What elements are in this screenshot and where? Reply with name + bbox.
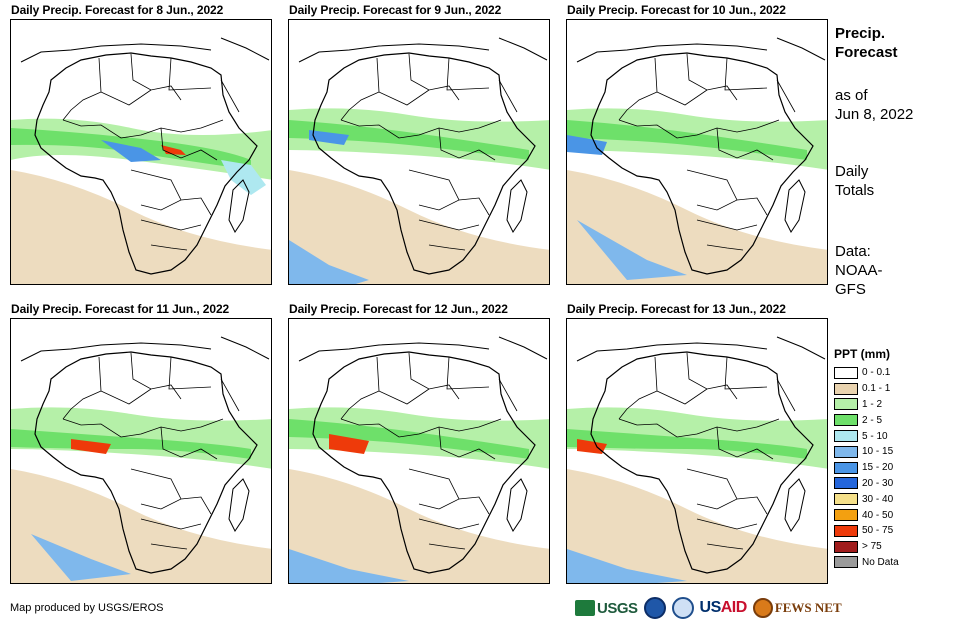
legend-item: 0.1 - 1 xyxy=(834,381,954,397)
panel-title: Daily Precip. Forecast for 12 Jun., 2022 xyxy=(289,302,508,316)
sidebar-totals-line1: Daily xyxy=(835,163,869,180)
legend-item: 20 - 30 xyxy=(834,476,954,492)
fewsnet-logo: FEWS NET xyxy=(752,598,842,618)
legend-item: 50 - 75 xyxy=(834,523,954,539)
map-credit: Map produced by USGS/EROS xyxy=(10,602,164,614)
usgs-logo: USGS xyxy=(575,600,638,617)
panel-title: Daily Precip. Forecast for 8 Jun., 2022 xyxy=(11,3,224,17)
legend-label: 20 - 30 xyxy=(862,477,894,489)
panel-title: Daily Precip. Forecast for 11 Jun., 2022 xyxy=(11,302,230,316)
precip-map xyxy=(566,318,828,584)
forecast-panel-5: Daily Precip. Forecast for 12 Jun., 2022 xyxy=(288,302,550,584)
sidebar-data-line3: GFS xyxy=(835,281,866,298)
legend-rows: 0 - 0.1 0.1 - 1 1 - 2 2 - 5 5 - 10 10 - 15 15 … xyxy=(834,365,954,570)
legend-item: No Data xyxy=(834,555,954,571)
sidebar-title: Precip. Forecast xyxy=(835,24,898,62)
precip-map xyxy=(288,19,550,285)
doi-seal-icon xyxy=(671,597,694,619)
legend-item: 1 - 2 xyxy=(834,397,954,413)
legend-swatch xyxy=(834,524,858,537)
legend-label: 10 - 15 xyxy=(862,446,894,458)
sidebar-title-line2: Forecast xyxy=(835,44,898,61)
legend-item: 5 - 10 xyxy=(834,428,954,444)
panel-title: Daily Precip. Forecast for 13 Jun., 2022 xyxy=(567,302,786,316)
sidebar-totals-line2: Totals xyxy=(835,182,875,199)
sidebar-data-source: Data: NOAA- GFS xyxy=(835,242,883,299)
legend: PPT (mm) 0 - 0.1 0.1 - 1 1 - 2 2 - 5 5 - 10 1… xyxy=(834,347,954,570)
legend-swatch xyxy=(834,556,858,569)
usgs-mark-icon xyxy=(575,600,595,616)
precip-map xyxy=(10,318,272,584)
usaid-logo: USAID xyxy=(699,599,748,617)
forecast-panel-3: Daily Precip. Forecast for 10 Jun., 2022 xyxy=(566,3,828,285)
noaa-seal-icon xyxy=(643,597,666,619)
sidebar-title-line1: Precip. xyxy=(835,25,886,42)
legend-swatch xyxy=(834,461,858,474)
legend-title: PPT (mm) xyxy=(834,347,891,361)
legend-label: 0.1 - 1 xyxy=(862,383,891,395)
usgs-wordmark: USGS xyxy=(597,599,638,617)
panel-title: Daily Precip. Forecast for 10 Jun., 2022 xyxy=(567,3,786,17)
legend-label: 40 - 50 xyxy=(862,509,894,521)
fewsnet-mark-icon xyxy=(752,598,773,618)
legend-item: 15 - 20 xyxy=(834,460,954,476)
legend-label: 2 - 5 xyxy=(862,414,883,426)
sidebar-asof-line1: as of xyxy=(835,87,868,104)
forecast-panel-1: Daily Precip. Forecast for 8 Jun., 2022 xyxy=(10,3,272,285)
usaid-us: US xyxy=(699,599,722,616)
sidebar-data-line1: Data: xyxy=(835,243,871,260)
legend-label: 30 - 40 xyxy=(862,493,894,505)
legend-item: 0 - 0.1 xyxy=(834,365,954,381)
legend-label: 1 - 2 xyxy=(862,398,883,410)
legend-swatch xyxy=(834,430,858,443)
sidebar-asof-line2: Jun 8, 2022 xyxy=(835,106,914,123)
legend-swatch xyxy=(834,366,858,379)
legend-item: 30 - 40 xyxy=(834,491,954,507)
usaid-aid: AID xyxy=(720,599,748,616)
legend-swatch xyxy=(834,493,858,506)
legend-swatch xyxy=(834,540,858,553)
legend-label: 15 - 20 xyxy=(862,462,894,474)
legend-swatch xyxy=(834,382,858,395)
legend-label: 50 - 75 xyxy=(862,525,894,537)
legend-item: 10 - 15 xyxy=(834,444,954,460)
legend-label: 0 - 0.1 xyxy=(862,367,891,379)
legend-swatch xyxy=(834,477,858,490)
precip-map xyxy=(566,19,828,285)
legend-item: 2 - 5 xyxy=(834,412,954,428)
sidebar-asof: as of Jun 8, 2022 xyxy=(835,86,913,124)
legend-item: 40 - 50 xyxy=(834,507,954,523)
precip-map xyxy=(10,19,272,285)
precip-map xyxy=(288,318,550,584)
legend-label: No Data xyxy=(862,556,899,568)
legend-swatch xyxy=(834,509,858,522)
fewsnet-wordmark: FEWS NET xyxy=(774,600,842,615)
sidebar-data-line2: NOAA- xyxy=(835,262,883,279)
legend-item: > 75 xyxy=(834,539,954,555)
legend-swatch xyxy=(834,398,858,411)
legend-label: > 75 xyxy=(862,541,882,553)
forecast-panel-4: Daily Precip. Forecast for 11 Jun., 2022 xyxy=(10,302,272,584)
legend-swatch xyxy=(834,445,858,458)
partner-logos: USGS USAID FEWS NET xyxy=(575,595,842,621)
panel-title: Daily Precip. Forecast for 9 Jun., 2022 xyxy=(289,3,502,17)
legend-swatch xyxy=(834,414,858,427)
forecast-panel-6: Daily Precip. Forecast for 13 Jun., 2022 xyxy=(566,302,828,584)
sidebar-totals: Daily Totals xyxy=(835,162,874,200)
forecast-panel-2: Daily Precip. Forecast for 9 Jun., 2022 xyxy=(288,3,550,285)
legend-label: 5 - 10 xyxy=(862,430,888,442)
